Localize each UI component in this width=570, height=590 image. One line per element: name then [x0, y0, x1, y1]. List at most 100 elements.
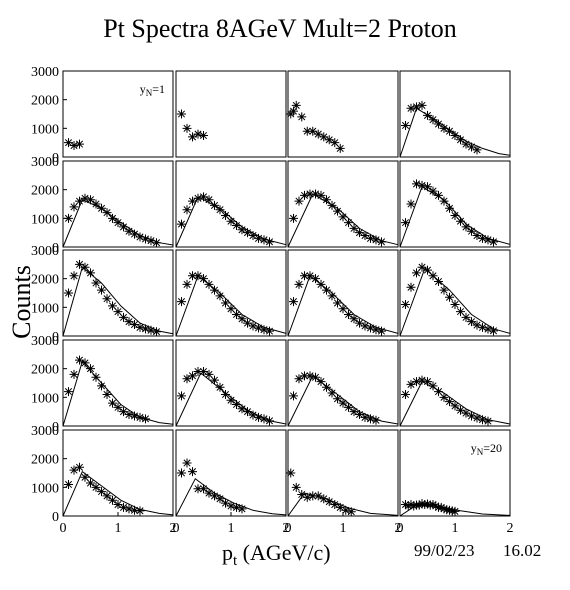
data-point [69, 465, 79, 475]
data-point [86, 364, 95, 374]
panel-4 [399, 70, 511, 158]
panel-frame [175, 339, 287, 427]
x-axis-label-unit: (AGeV/c) [237, 540, 330, 565]
panel-18: 0 1 2 [173, 429, 290, 536]
data-point [80, 262, 90, 272]
data-point [423, 110, 432, 120]
data-point [199, 367, 208, 377]
panel-frame [287, 70, 399, 158]
fit-curve [399, 380, 511, 427]
data-point [177, 297, 186, 307]
data-point [124, 410, 134, 420]
y-tick-label: 2000 [31, 363, 59, 378]
data-point [445, 126, 454, 136]
data-point [319, 132, 329, 142]
data-point [108, 213, 117, 223]
fit-curve [62, 470, 174, 517]
data-point [335, 502, 345, 512]
data-point [472, 320, 482, 330]
data-point [366, 233, 375, 243]
data-point [324, 135, 334, 145]
data-point [182, 205, 192, 215]
data-point [403, 501, 413, 511]
data-point [371, 325, 381, 335]
data-point [221, 498, 230, 508]
y-tick-label: 3000 [31, 334, 59, 349]
data-point [341, 505, 351, 515]
x-tick-label: 0 [397, 521, 404, 536]
data-point [259, 235, 269, 245]
panel-17: 0 1000 2000 3000 0 1 2 [31, 424, 177, 536]
data-point [412, 179, 421, 189]
x-tick-label: 0 [285, 521, 292, 536]
y-tick-label: 2000 [31, 184, 59, 199]
data-point [188, 467, 197, 477]
data-point [289, 297, 298, 307]
data-point [226, 216, 236, 226]
data-point [64, 479, 73, 489]
data-point [204, 488, 214, 498]
data-point [355, 318, 364, 328]
data-point [434, 277, 443, 287]
data-point [445, 203, 454, 213]
data-point [483, 324, 493, 334]
panel-annotation: yN=1 [140, 82, 165, 98]
data-point [102, 491, 112, 501]
data-point [371, 235, 381, 245]
date-stamp: 99/02/23 [414, 541, 474, 560]
y-tick-label: 2000 [31, 453, 59, 468]
data-point [80, 472, 90, 482]
data-point [478, 322, 487, 332]
data-point [124, 226, 134, 236]
data-point [483, 416, 493, 426]
data-point [248, 410, 258, 420]
panel-8 [399, 160, 511, 248]
data-point [215, 291, 225, 301]
data-point [324, 497, 334, 507]
data-point [297, 112, 307, 122]
data-point [401, 389, 410, 399]
data-point [199, 192, 208, 202]
data-point [300, 190, 309, 200]
data-point [478, 415, 487, 425]
x-axis-label-main: p [222, 540, 233, 565]
panel-frame [399, 249, 511, 337]
y-tick-label: 1000 [31, 122, 59, 137]
data-point [472, 145, 482, 155]
data-point [360, 231, 370, 241]
data-point [152, 327, 161, 337]
data-point [91, 278, 101, 288]
y-tick-label: 3000 [31, 65, 59, 80]
data-point [456, 307, 465, 317]
panel-5: 0 1000 2000 3000 [31, 155, 174, 256]
data-point [423, 499, 432, 509]
data-point [237, 314, 247, 324]
data-point [406, 500, 416, 510]
data-point [64, 138, 73, 148]
data-point [254, 412, 263, 422]
data-point [467, 317, 476, 327]
data-point [182, 279, 192, 289]
data-point [204, 195, 214, 205]
x-tick-label: 0 [60, 521, 67, 536]
data-point [447, 506, 457, 516]
data-point [119, 502, 128, 512]
data-point [316, 279, 326, 289]
x-axis-label: pt (AGeV/c) [222, 540, 331, 569]
data-point [355, 410, 364, 420]
data-point [80, 193, 90, 203]
data-point [294, 196, 304, 206]
data-point [75, 462, 84, 472]
data-point [330, 138, 340, 148]
data-point [254, 233, 263, 243]
data-point [305, 271, 315, 281]
data-point [86, 195, 95, 205]
data-point [265, 416, 274, 426]
panel-frame [399, 70, 511, 158]
data-point [456, 405, 465, 415]
panel-annotation-main: y [471, 441, 477, 455]
data-point [311, 274, 320, 284]
data-point [327, 388, 337, 398]
data-point [319, 494, 329, 504]
data-point [86, 478, 95, 488]
